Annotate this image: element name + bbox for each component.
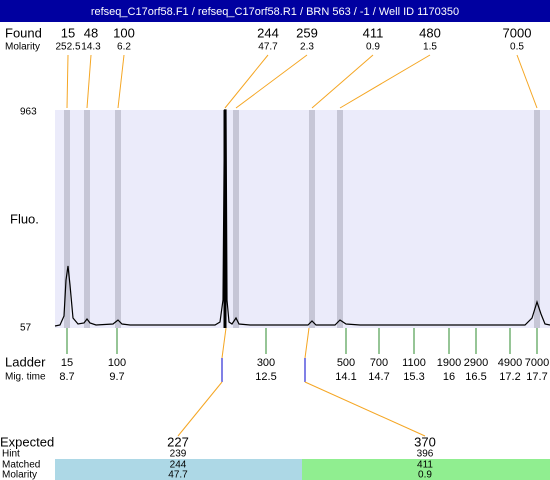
hint: 396 [417, 449, 434, 460]
found-size: 411 [363, 25, 384, 40]
found-size: 7000 [503, 25, 532, 40]
found-size: 100 [113, 25, 135, 40]
ladder-size: 2900 [464, 357, 488, 369]
found-molarity: 2.3 [300, 42, 314, 53]
peak-connector [235, 54, 308, 109]
peak-connector [339, 54, 431, 109]
peak-band [309, 110, 315, 328]
hint: 239 [170, 449, 187, 460]
peak-band [223, 110, 227, 328]
peak-connector [117, 54, 125, 109]
ladder-size: 15 [61, 357, 73, 369]
found-molarity: 0.5 [510, 42, 524, 53]
trace [54, 109, 550, 327]
y-label: Fluo. [10, 211, 39, 226]
peak-band [115, 110, 121, 328]
expected-label: Expected [0, 434, 54, 449]
molarity-label: Molarity [5, 42, 40, 53]
y-min: 57 [20, 323, 32, 334]
expected-size: 227 [167, 434, 189, 449]
mig-time-label: Mig. time [5, 372, 46, 383]
title-bar [0, 0, 550, 22]
found-size: 259 [296, 25, 318, 40]
ladder-time: 14.1 [335, 371, 356, 383]
found-molarity: 252.5 [55, 42, 80, 53]
matched-label: Matched [2, 460, 40, 471]
found-molarity: 14.3 [81, 42, 101, 53]
ladder-size: 100 [108, 357, 126, 369]
matched-molarity: 0.9 [418, 470, 432, 480]
expected-connector-top [304, 327, 310, 359]
band-blue [55, 459, 302, 480]
peak-connector [86, 54, 92, 109]
plot-area [55, 110, 550, 328]
ladder-time: 15.3 [403, 371, 424, 383]
found-label: Found [5, 25, 42, 40]
matched-molarity: 47.7 [168, 470, 188, 480]
peak-connector [311, 54, 374, 109]
peak-band [64, 110, 70, 328]
peak-connector [224, 54, 269, 109]
ladder-time: 14.7 [368, 371, 389, 383]
found-size: 15 [61, 25, 75, 40]
expected-connector [177, 381, 223, 437]
ladder-size: 700 [370, 357, 388, 369]
found-size: 244 [257, 25, 279, 40]
ladder-time: 12.5 [255, 371, 276, 383]
peak-connector [66, 54, 69, 109]
ladder-size: 7000 [525, 357, 549, 369]
peak-band [337, 110, 343, 328]
ladder-time: 8.7 [59, 371, 74, 383]
hint-label: Hint [2, 449, 20, 460]
y-max: 963 [20, 107, 37, 118]
matched: 411 [417, 460, 433, 471]
found-molarity: 1.5 [423, 42, 437, 53]
ladder-size: 300 [257, 357, 275, 369]
ladder-size: 1100 [402, 357, 426, 369]
found-molarity: 0.9 [366, 42, 380, 53]
peak-band [84, 110, 90, 328]
peak-connector [516, 54, 538, 109]
expected-connector [304, 381, 426, 437]
found-molarity: 47.7 [258, 42, 278, 53]
ladder-time: 17.2 [499, 371, 520, 383]
title: refseq_C17orf58.F1 / refseq_C17orf58.R1 … [91, 6, 459, 18]
ladder-time: 9.7 [109, 371, 124, 383]
ladder-size: 500 [337, 357, 355, 369]
ladder-size: 1900 [437, 357, 461, 369]
band-green [302, 459, 550, 480]
peak-band [233, 110, 239, 328]
matched: 244 [170, 460, 187, 471]
found-size: 480 [419, 25, 441, 40]
found-size: 48 [84, 25, 98, 40]
ladder-label: Ladder [5, 354, 46, 369]
ladder-size: 4900 [498, 357, 522, 369]
ladder-time: 16 [443, 371, 455, 383]
exp-molarity-label: Molarity [2, 470, 37, 480]
found-molarity: 6.2 [117, 42, 131, 53]
expected-size: 370 [414, 434, 436, 449]
peak-band [534, 110, 540, 328]
ladder-time: 17.7 [526, 371, 547, 383]
ladder-time: 16.5 [465, 371, 486, 383]
expected-connector-top [221, 327, 227, 359]
